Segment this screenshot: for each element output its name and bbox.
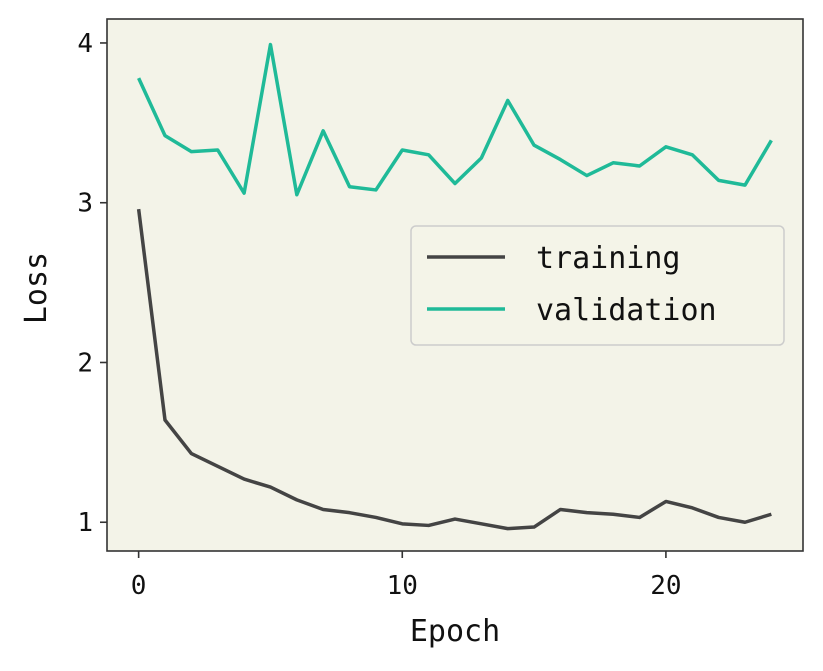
- series-layer: [136, 42, 773, 531]
- plot-frame: [106, 18, 804, 552]
- series-line-training: [136, 208, 772, 531]
- y-axis-label: Loss: [19, 252, 54, 324]
- x-axis-ticks: 0 10 20: [131, 551, 682, 601]
- x-tick-label: 10: [387, 571, 418, 601]
- x-tick-label: 20: [650, 571, 681, 601]
- y-tick-label: 3: [77, 189, 93, 219]
- y-tick-label: 1: [77, 508, 93, 538]
- legend-label-validation: validation: [536, 293, 717, 328]
- x-axis-label: Epoch: [410, 614, 500, 649]
- y-tick-label: 2: [77, 348, 93, 378]
- x-tick-label: 0: [131, 571, 147, 601]
- series-line-validation: [137, 42, 773, 197]
- legend: training validation: [410, 225, 785, 346]
- y-tick-label: 4: [77, 29, 93, 59]
- y-axis-ticks: 1 2 3 4: [77, 29, 107, 538]
- legend-label-training: training: [536, 241, 681, 276]
